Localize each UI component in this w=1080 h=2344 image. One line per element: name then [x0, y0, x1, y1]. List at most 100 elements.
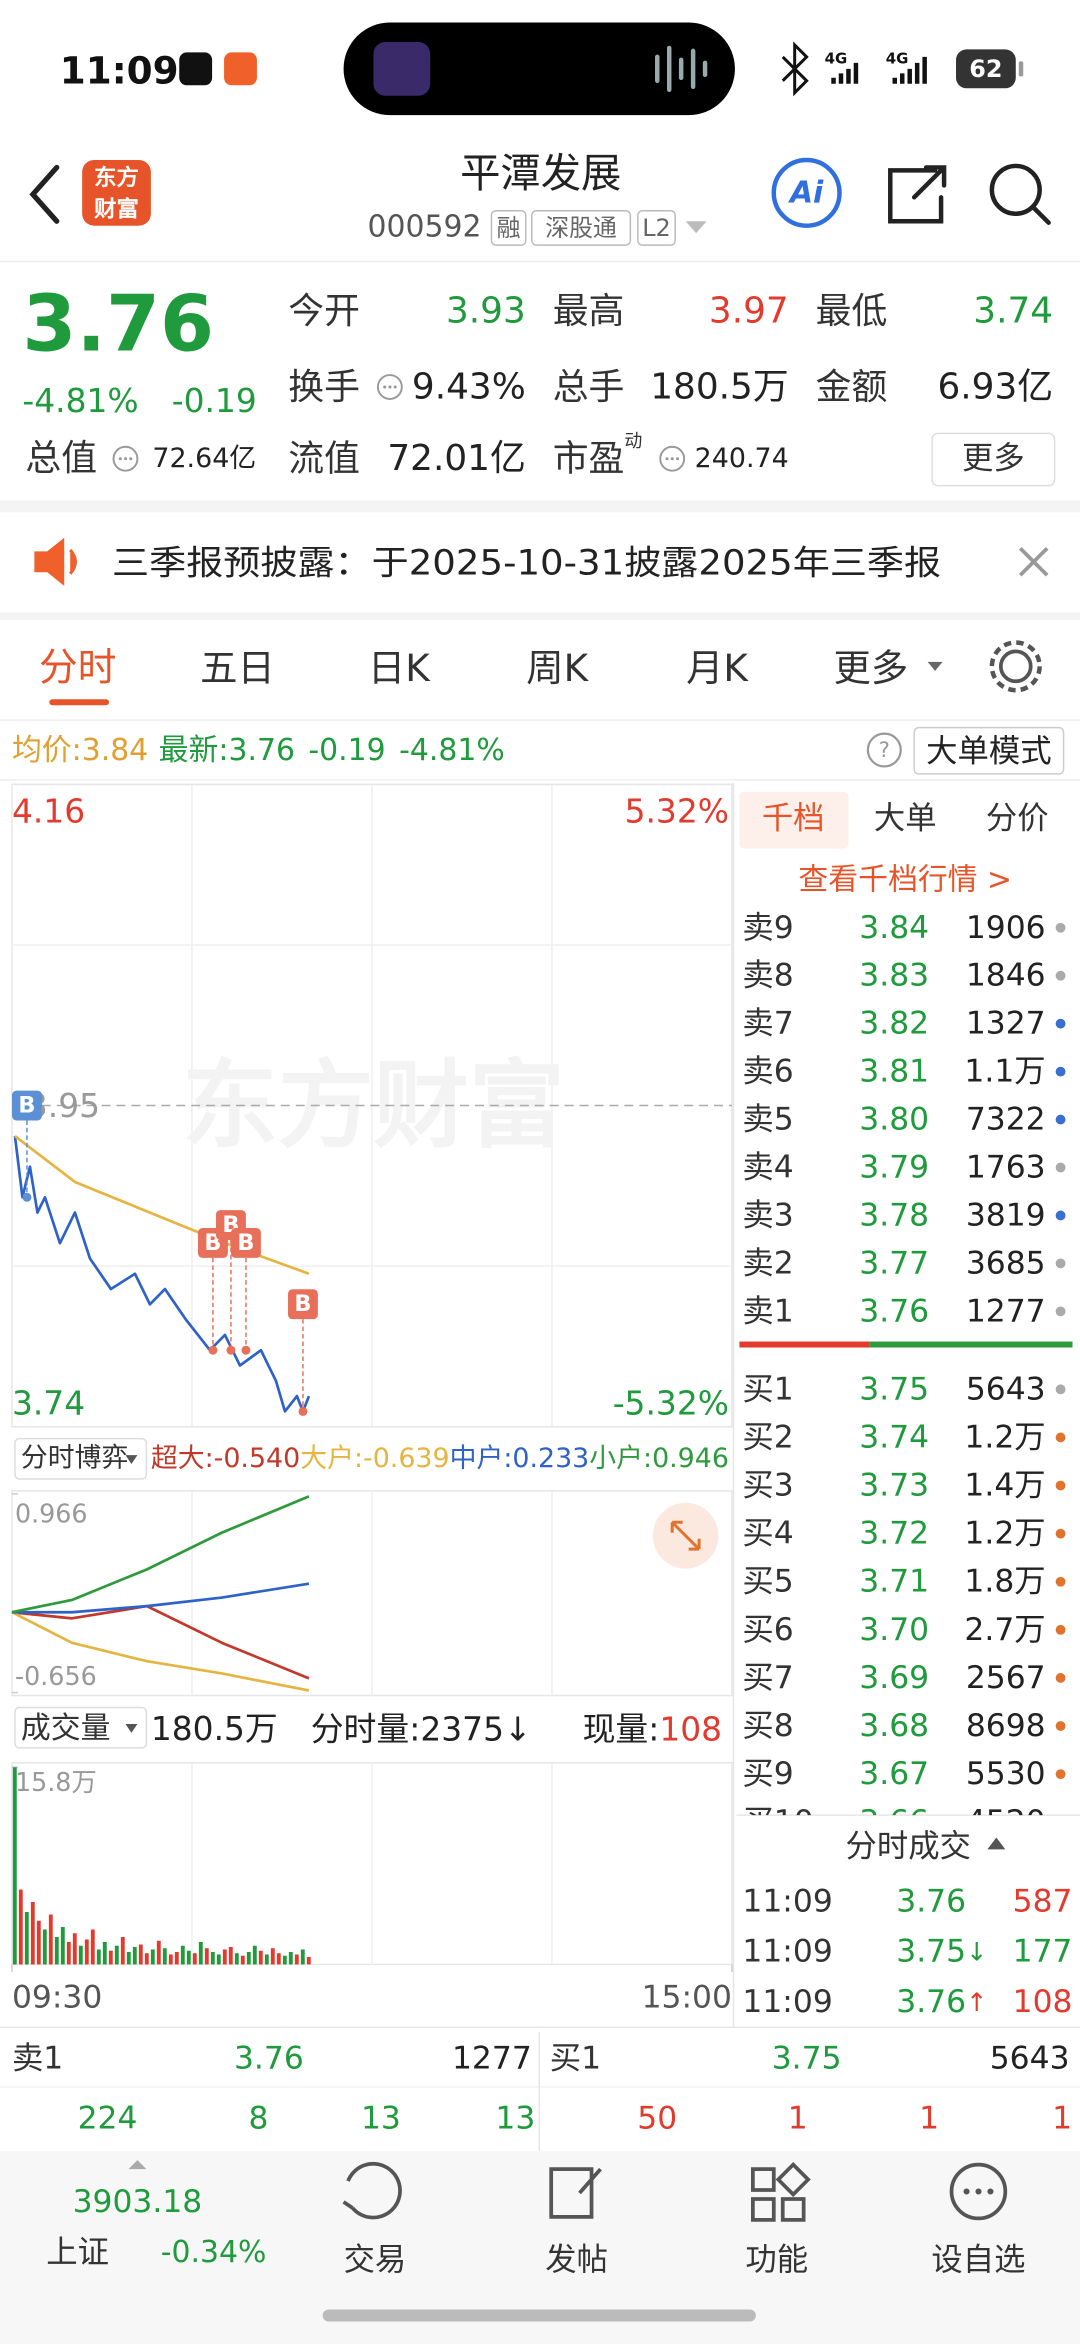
- trade-price-value: 3.75: [896, 1934, 966, 1970]
- latest-label: 最新:: [159, 733, 229, 768]
- more-label[interactable]: 更多: [962, 441, 1025, 477]
- volume-bar: [84, 1939, 89, 1965]
- settings-button[interactable]: [998, 649, 1033, 684]
- summary-price: 3.76: [234, 2041, 304, 2077]
- book-price: 3.67: [859, 1756, 929, 1792]
- book-label: 买10: [742, 1804, 813, 1840]
- mode-label[interactable]: 大单模式: [926, 734, 1051, 770]
- volume-bar: [186, 1950, 191, 1965]
- summary-count: 13: [361, 2100, 401, 2136]
- nav-item[interactable]: 交易: [344, 2242, 407, 2278]
- chart-tab[interactable]: 月K: [686, 646, 749, 690]
- volume-bar: [222, 1949, 227, 1965]
- book-volume: 2567: [966, 1660, 1046, 1696]
- chart-tab[interactable]: 日K: [368, 646, 431, 690]
- volume-bar: [252, 1945, 257, 1965]
- share-button[interactable]: [888, 165, 947, 224]
- summary-count: 13: [495, 2100, 535, 2136]
- book-price: 3.72: [859, 1516, 929, 1552]
- trade-price-value: 3.76: [896, 1984, 966, 2020]
- chart-tab[interactable]: 分时: [39, 645, 117, 690]
- change: -0.19: [172, 381, 257, 420]
- waveform: [655, 45, 708, 92]
- book-link[interactable]: 查看千档行情 >: [798, 862, 1012, 897]
- volume-bar: [216, 1954, 221, 1965]
- annotation-point: [226, 1345, 236, 1355]
- summary-count: 224: [78, 2100, 138, 2136]
- book-label: 卖8: [742, 958, 793, 994]
- index-value[interactable]: 3903.18: [73, 2184, 203, 2220]
- mode-button[interactable]: [913, 726, 1065, 775]
- book-volume: 1.4万: [964, 1468, 1045, 1504]
- close-button[interactable]: [1018, 547, 1049, 577]
- help-icon[interactable]: [866, 732, 902, 768]
- book-tab[interactable]: 千档: [762, 801, 825, 837]
- book-tab[interactable]: 分价: [986, 801, 1049, 837]
- nav-item[interactable]: 功能: [745, 2242, 808, 2278]
- nav-item[interactable]: 设自选: [931, 2242, 1025, 2278]
- chart-tab[interactable]: 更多: [834, 646, 909, 690]
- volume-bar: [300, 1949, 305, 1965]
- volume-grid: [191, 1762, 553, 1965]
- flow-dropdown[interactable]: [14, 1437, 148, 1480]
- field-label: 总值: [25, 438, 97, 479]
- book-label: 卖7: [742, 1006, 793, 1042]
- volume-bar: [66, 1941, 71, 1965]
- volume-dropdown[interactable]: [14, 1706, 148, 1749]
- field-value: 3.93: [446, 290, 526, 331]
- chart-tab[interactable]: 周K: [526, 646, 589, 690]
- legend-separator: :: [503, 1443, 512, 1474]
- book-dot: [1055, 1018, 1066, 1029]
- more-button[interactable]: [931, 432, 1056, 487]
- flow-dropdown-label[interactable]: 分时博弈: [21, 1443, 129, 1474]
- summary-volume: 1277: [452, 2041, 532, 2077]
- field-label-text: 最高: [553, 290, 625, 331]
- field-value: 180.5万: [650, 367, 788, 408]
- annotation-point: [22, 1192, 32, 1202]
- legend-name: 中户: [450, 1443, 504, 1474]
- back-button[interactable]: [29, 164, 60, 224]
- y-tick-label: 3.74: [12, 1383, 85, 1422]
- field-value: 72.64亿: [152, 443, 256, 474]
- stock-name: 平潭发展: [460, 150, 621, 197]
- volume-bar: [204, 1948, 209, 1965]
- volume-dropdown-label[interactable]: 成交量: [21, 1711, 111, 1746]
- chart-tab[interactable]: 五日: [200, 646, 275, 690]
- book-price: 3.82: [859, 1006, 929, 1042]
- volume-bar: [144, 1953, 149, 1965]
- stock-code: 000592: [367, 210, 481, 245]
- app-icon: [179, 52, 213, 86]
- book-dot: [1055, 1114, 1066, 1125]
- field-label: 金额: [816, 367, 888, 408]
- legend-separator: :: [205, 1443, 214, 1474]
- trade-direction: ↑: [966, 1987, 987, 2017]
- annotation-label: B: [237, 1230, 254, 1256]
- trade-time: 11:09: [742, 1884, 832, 1920]
- book-price: 3.75: [859, 1371, 929, 1407]
- stock-tag: L2: [642, 214, 671, 242]
- trades-title[interactable]: 分时成交: [845, 1828, 970, 1864]
- ai-label[interactable]: Ai: [788, 175, 824, 210]
- expand-icon: [670, 1520, 701, 1551]
- media-art: [373, 41, 431, 96]
- book-label: 买5: [742, 1564, 793, 1600]
- legend-separator: :: [354, 1443, 363, 1474]
- trade-price-value: 3.76: [896, 1884, 966, 1920]
- nav-item[interactable]: 发帖: [545, 2242, 608, 2278]
- search-button[interactable]: [989, 163, 1042, 216]
- watchlist-icon: [949, 2162, 1008, 2221]
- book-dot: [1055, 1258, 1066, 1269]
- volume-bar: [174, 1951, 179, 1965]
- book-tab[interactable]: 大单: [874, 801, 937, 837]
- book-dot: [1055, 1576, 1066, 1587]
- book-dot: [1055, 1480, 1066, 1491]
- trade-price: 3.76: [896, 1884, 966, 1920]
- stock-tag: 融: [497, 214, 521, 242]
- summary-count: 1: [919, 2100, 939, 2136]
- book-volume: 1277: [966, 1293, 1046, 1329]
- series-line: [11, 1582, 310, 1614]
- minute-volume-arrow: ↓: [504, 1709, 532, 1748]
- volume-bar: [60, 1927, 65, 1965]
- ai-button[interactable]: [771, 157, 842, 228]
